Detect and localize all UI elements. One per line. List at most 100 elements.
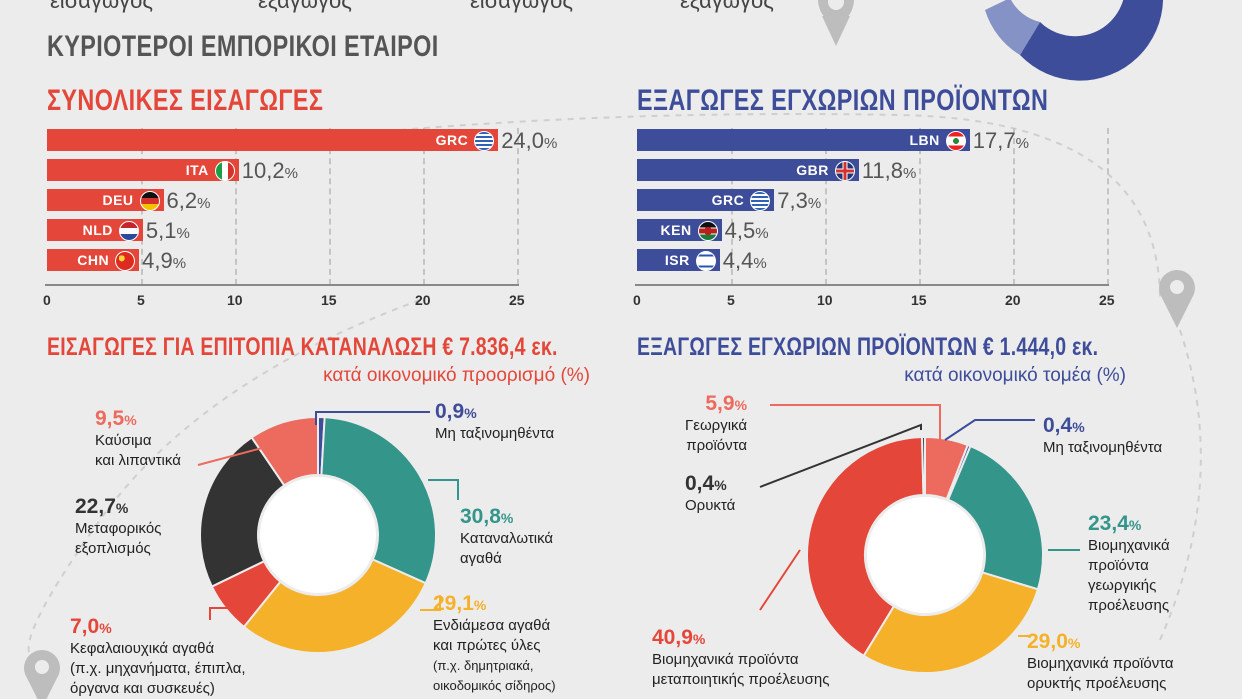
slice-percent: 23,4% — [1088, 512, 1142, 535]
leader-line — [197, 447, 263, 466]
bar-value-label: 4,5% — [724, 218, 769, 243]
leader-line — [209, 607, 228, 620]
imports-pie-subheading: κατά οικονομικό προορισμό (%) — [323, 365, 590, 386]
bar-value-label: 11,8% — [861, 158, 917, 183]
x-tick-label: 0 — [633, 292, 641, 308]
slice-industrial-manufacturing — [806, 436, 925, 658]
x-tick-label: 15 — [911, 292, 927, 308]
slice-percent: 30,8% — [460, 505, 514, 528]
leader-line — [420, 595, 441, 611]
slice-percent: 40,9% — [652, 626, 706, 649]
slice-label: ορυκτής προέλευσης — [1027, 675, 1167, 692]
donut-hole — [867, 497, 983, 613]
slice-label-minerals: 0,4% Ορυκτά — [685, 472, 735, 516]
leader-line — [759, 549, 801, 611]
grid-line — [919, 128, 921, 285]
greece-flag-icon — [750, 191, 771, 211]
x-tick-label: 25 — [1099, 292, 1115, 308]
grid-line — [825, 128, 827, 285]
slice-label: Ορυκτά — [685, 497, 736, 514]
slice-label: Κεφαλαιουχικά αγαθά — [70, 640, 215, 657]
slice-percent: 5,9% — [705, 392, 748, 415]
header-fragment: εισαγωγος — [50, 0, 154, 13]
slice-label-industrial-manufacturing: 40,9% Βιομηχανικά προϊόντα μεταποιητικής π… — [652, 626, 830, 690]
bar-ken: KEN — [637, 219, 722, 241]
x-tick-label: 20 — [1005, 292, 1021, 308]
slice-label: Καύσιμα — [95, 432, 152, 449]
slice-industrial-agricultural — [946, 444, 1044, 591]
slice-label: Βιομηχανικά προϊόντα — [652, 651, 799, 668]
map-pin-icon — [818, 0, 854, 46]
netherlands-flag-icon — [118, 221, 139, 241]
country-code: GRC — [435, 132, 469, 148]
grid-line — [235, 128, 237, 285]
slice-label: προϊόντα — [1088, 557, 1149, 574]
exports-pie-heading: ΕΞΑΓΩΓΕΣ ΕΓΧΩΡΙΩΝ ΠΡΟΪΟΝΤΩΝ € 1.444,0 εκ… — [637, 333, 1099, 361]
slice-consumer-goods — [320, 416, 437, 585]
slice-label-consumer-goods: 30,8% Καταναλωτικά αγαθά — [460, 505, 553, 569]
partial-donut-decoration — [985, 0, 1164, 81]
country-code: KEN — [660, 222, 692, 238]
slice-percent: 29,0% — [1027, 630, 1081, 653]
slice-label: αγαθά — [460, 550, 502, 567]
grid-line — [1013, 128, 1015, 285]
slice-label: Ενδιάμεσα αγαθά — [433, 617, 551, 634]
greece-flag-icon — [474, 131, 495, 151]
germany-flag-icon — [139, 191, 160, 211]
bar-grc: GRC — [637, 189, 775, 211]
x-tick-label: 10 — [817, 292, 833, 308]
slice-label-unclassified: 0,9% Μη ταξινομηθέντα — [435, 400, 554, 444]
slice-transport-equipment — [199, 436, 286, 588]
map-pin-icon — [24, 650, 60, 699]
italy-flag-icon — [214, 161, 235, 181]
country-code: LBN — [909, 132, 940, 148]
bar-value-label: 10,2% — [241, 158, 298, 183]
slice-percent: 22,7% — [75, 495, 129, 518]
slice-label: (π.χ. μηχανήματα, έπιπλα, — [70, 660, 246, 677]
bar-value-label: 7,3% — [777, 188, 822, 213]
slice-label: Βιομηχανικά προϊόντα — [1027, 655, 1174, 672]
bar-ita: ITA — [47, 159, 239, 181]
x-tick-label: 5 — [727, 292, 735, 308]
leader-line — [428, 479, 459, 500]
x-axis — [45, 284, 519, 286]
x-tick-label: 5 — [137, 292, 145, 308]
slice-label: γεωργικής — [1088, 577, 1157, 594]
x-axis — [635, 284, 1109, 286]
bar-value-label: 4,4% — [722, 248, 767, 273]
uk-flag-icon — [834, 161, 855, 181]
slice-label: Γεωργικά — [685, 417, 748, 434]
bar-value-label: 6,2% — [166, 188, 211, 213]
slice-label-intermediate-goods: 29,1% Ενδιάμεσα αγαθά και πρώτες ύλες (π.χ.… — [433, 592, 556, 696]
leader-line — [315, 411, 430, 425]
kenya-flag-icon — [697, 221, 718, 241]
slice-percent: 0,9% — [435, 400, 477, 423]
slice-label: εξοπλισμός — [75, 540, 151, 557]
imports-pie-heading: ΕΙΣΑΓΩΓΕΣ ΓΙΑ ΕΠΙΤΟΠΙΑ ΚΑΤΑΝΑΛΩΣΗ € 7.83… — [47, 333, 558, 361]
lebanon-flag-icon — [945, 131, 966, 151]
bar-grc: GRC — [47, 129, 499, 151]
slice-label: προϊόντα — [686, 437, 748, 454]
slice-label: και πρώτες ύλες — [433, 637, 541, 654]
x-tick-label: 15 — [321, 292, 337, 308]
leader-line — [770, 404, 941, 440]
exports-pie-subheading: κατά οικονομικό τομέα (%) — [904, 365, 1126, 386]
map-pin-icon — [1159, 270, 1195, 328]
country-code: GBR — [796, 162, 829, 178]
slice-label: Καταναλωτικά — [460, 530, 554, 547]
slice-percent: 9,5% — [95, 407, 137, 430]
slice-label: μεταποιητικής προέλευσης — [652, 671, 830, 688]
bar-value-label: 4,9% — [142, 248, 187, 273]
bar-value-label: 17,7% — [972, 128, 1029, 153]
slice-label: Βιομηχανικά — [1088, 537, 1170, 554]
header-fragment: εξαγωγος — [680, 0, 774, 13]
country-code: GRC — [711, 192, 745, 208]
country-code: NLD — [82, 222, 113, 238]
bar-gbr: GBR — [637, 159, 859, 181]
slice-label-industrial-mineral: 29,0% Βιομηχανικά προϊόντα ορυκτής προέλευ… — [1027, 630, 1174, 694]
grid-line — [329, 128, 331, 285]
bar-chn: CHN — [47, 249, 140, 271]
israel-flag-icon — [695, 251, 716, 271]
